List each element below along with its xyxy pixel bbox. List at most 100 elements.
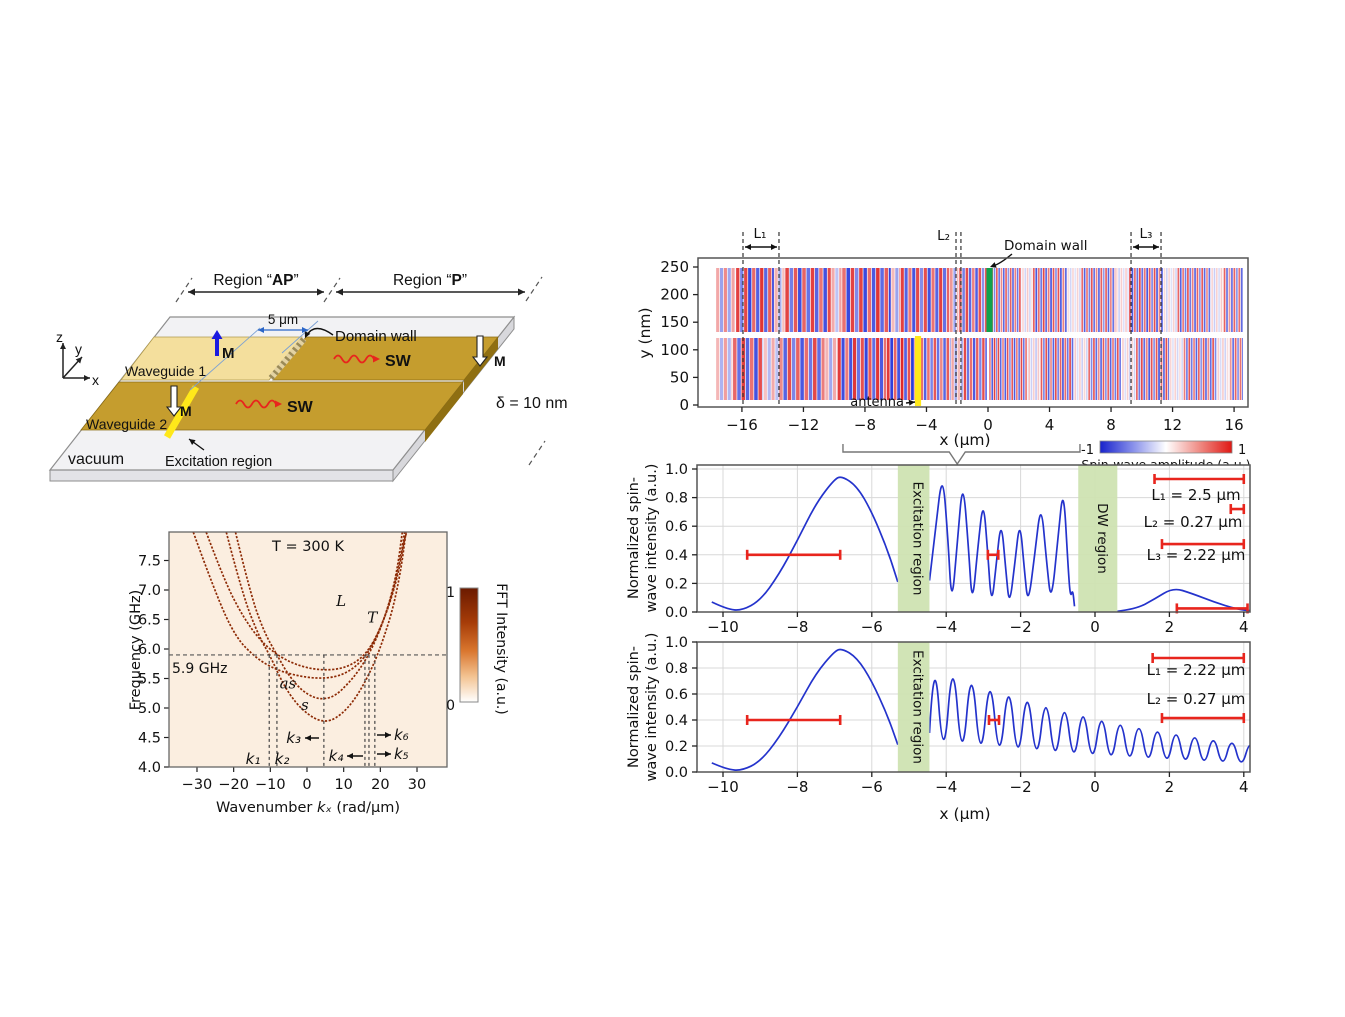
waveguide2-label: Waveguide 2	[86, 416, 167, 432]
envelope-curve	[711, 648, 899, 771]
profile-graphics: Excitation region DW region L₁ = 2.5 μm L₂ …	[665, 462, 1251, 796]
stripe	[940, 338, 943, 400]
stripe	[1112, 268, 1115, 332]
stripe	[975, 268, 978, 332]
tick-label: −16	[726, 416, 758, 434]
stripe	[1000, 268, 1003, 332]
stripe	[1083, 338, 1086, 400]
stripe	[1095, 338, 1098, 400]
stripe	[968, 268, 972, 332]
stripe	[960, 338, 964, 400]
stripe	[810, 268, 815, 332]
stripe	[1208, 268, 1211, 332]
stripe	[1133, 338, 1136, 400]
stripe	[731, 268, 735, 332]
stripe	[1064, 268, 1067, 332]
stripe	[864, 338, 868, 400]
stripe	[951, 338, 954, 400]
stripe	[1242, 338, 1243, 400]
stripe	[978, 268, 982, 332]
stripe	[1163, 268, 1166, 332]
stripe	[763, 338, 767, 400]
stripe	[1126, 338, 1129, 400]
stripe	[1125, 268, 1127, 332]
k-label: k₃	[286, 729, 301, 747]
stripe	[1074, 338, 1077, 400]
stripe	[1052, 338, 1055, 400]
tick-label: −8	[786, 618, 808, 636]
stripe	[891, 268, 895, 332]
stripe	[872, 338, 876, 400]
stripe	[817, 338, 821, 400]
stripe	[1145, 338, 1148, 400]
stripe	[1158, 338, 1160, 400]
antenna-bar	[914, 336, 922, 406]
region-p-label: Region “P”	[393, 272, 467, 289]
stripe	[1235, 268, 1238, 332]
arrowhead	[258, 327, 264, 333]
stripe	[1045, 268, 1048, 332]
tick-label: 150	[660, 313, 689, 331]
legend-text: L₂ = 0.27 μm	[1147, 690, 1246, 708]
schematic-panel: Region “AP” Region “P” 5 μm Domain wall …	[48, 272, 568, 483]
tick-label: −12	[788, 416, 820, 434]
stripe	[1093, 268, 1096, 332]
excitation-bar	[163, 385, 200, 439]
stripe	[1198, 268, 1201, 332]
arrowhead	[317, 288, 324, 296]
stripe	[768, 268, 772, 332]
stripe	[998, 268, 1000, 332]
stripe	[879, 338, 884, 400]
sw-label-2: SW	[287, 399, 314, 416]
stripe	[1214, 338, 1217, 400]
axis-x-label: x	[92, 372, 99, 388]
stripe	[785, 268, 789, 332]
stripe	[1187, 268, 1189, 332]
five-um-label: 5 μm	[268, 312, 298, 327]
stripe	[1035, 268, 1038, 332]
stripe	[1011, 338, 1014, 400]
stripe	[1165, 268, 1168, 332]
stripe	[1206, 268, 1208, 332]
region-band	[897, 465, 930, 612]
stripe	[1093, 338, 1095, 400]
arrowhead	[771, 244, 777, 250]
stripe	[871, 268, 876, 332]
stripe	[1052, 268, 1055, 332]
branch-s	[225, 532, 407, 722]
stripe	[1118, 268, 1120, 332]
tick-label: 100	[660, 341, 689, 359]
stripe	[779, 338, 783, 400]
stripe	[744, 268, 748, 332]
stripe	[993, 338, 996, 400]
stripe	[946, 338, 950, 400]
stripe	[1086, 338, 1088, 400]
stripe	[1165, 338, 1168, 400]
marker-label: L₂	[937, 228, 950, 244]
tick-label: 0	[679, 396, 689, 414]
stripe	[1109, 338, 1112, 400]
arrowhead	[336, 288, 343, 296]
stripe	[813, 338, 817, 400]
tick-label: 0.8	[665, 661, 688, 677]
tick-label: 1.0	[665, 635, 688, 651]
arrowhead	[305, 735, 311, 741]
stripe	[1226, 268, 1228, 332]
stripe	[897, 338, 900, 400]
stripe	[930, 338, 933, 400]
fft-colorbar-label: FFT Intensity (a.u.)	[493, 583, 509, 715]
stripe	[823, 268, 827, 332]
stripe	[1167, 338, 1170, 400]
stripe	[793, 268, 798, 332]
tick-label: −10	[707, 618, 739, 636]
stripe	[963, 338, 967, 400]
stripe	[1169, 338, 1172, 400]
stripe	[1211, 268, 1213, 332]
stripe	[1102, 268, 1105, 332]
stripe	[1031, 268, 1033, 332]
stripe	[1098, 268, 1100, 332]
stripe	[740, 268, 744, 332]
stripe	[949, 338, 951, 400]
stripe	[758, 338, 762, 400]
stripe	[965, 268, 969, 332]
